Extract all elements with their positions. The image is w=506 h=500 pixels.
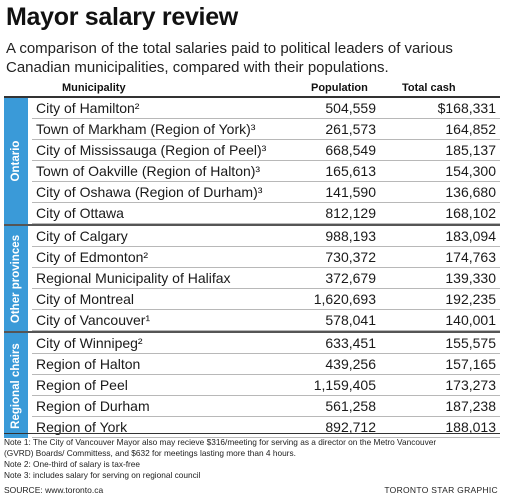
population-cell: 1,159,405 [313,377,376,393]
population-cell: 1,620,693 [313,291,376,307]
population-cell: 372,679 [325,270,376,286]
table-row: City of Vancouver¹ 578,041 140,001 [32,310,500,331]
population-cell: 165,613 [325,163,376,179]
table-row: City of Mississauga (Region of Peel)³ 668… [32,140,500,161]
municipality-cell: Regional Municipality of Halifax [36,270,231,286]
total-cash-cell: 154,300 [445,163,496,179]
total-cash-cell: 185,137 [445,142,496,158]
table-row: City of Oshawa (Region of Durham)³ 141,59… [32,182,500,203]
total-cash-cell: 192,235 [445,291,496,307]
population-cell: 561,258 [325,398,376,414]
table-row: City of Hamilton² 504,559 $168,331 [32,98,500,119]
population-cell: 578,041 [325,312,376,328]
municipality-cell: Town of Markham (Region of York)³ [36,121,256,137]
table-row: Region of Halton 439,256 157,165 [32,354,500,375]
population-cell: 261,573 [325,121,376,137]
municipality-cell: Region of Halton [36,356,141,372]
total-cash-cell: 174,763 [445,249,496,265]
total-cash-cell: 157,165 [445,356,496,372]
footnote-line: Note 2: One-third of salary is tax-free [4,459,141,469]
table-row: Town of Oakville (Region of Halton)³ 165,… [32,161,500,182]
population-cell: 633,451 [325,335,376,351]
group-label-bar: Ontario [4,98,28,224]
table-row: City of Montreal 1,620,693 192,235 [32,289,500,310]
group-label: Other provinces [10,234,22,323]
total-cash-cell: $168,331 [437,100,496,116]
group-separator [4,224,500,226]
table-row: City of Ottawa 812,129 168,102 [32,203,500,224]
footnotes: Note 1: The City of Vancouver Mayor also… [4,437,502,481]
footnote-line: (GVRD) Boards/ Committess, and $632 for … [4,448,296,458]
municipality-cell: Region of York [36,419,128,435]
population-cell: 812,129 [325,205,376,221]
municipality-cell: City of Ottawa [36,205,124,221]
total-cash-cell: 140,001 [445,312,496,328]
group-label-bar: Other provinces [4,226,28,331]
table-row: City of Calgary 988,193 183,094 [32,226,500,247]
table-row: Region of Durham 561,258 187,238 [32,396,500,417]
population-cell: 730,372 [325,249,376,265]
column-header-population: Population [311,82,368,94]
municipality-cell: City of Winnipeg² [36,335,143,351]
total-cash-cell: 164,852 [445,121,496,137]
municipality-cell: City of Oshawa (Region of Durham)³ [36,184,263,200]
population-cell: 141,590 [325,184,376,200]
total-cash-cell: 155,575 [445,335,496,351]
population-cell: 892,712 [325,419,376,435]
table-bottom-rule [4,433,500,434]
footnote-line: Note 1: The City of Vancouver Mayor also… [4,437,437,447]
total-cash-cell: 168,102 [445,205,496,221]
population-cell: 668,549 [325,142,376,158]
municipality-cell: City of Hamilton² [36,100,140,116]
table-row: Town of Markham (Region of York)³ 261,573… [32,119,500,140]
total-cash-cell: 136,680 [445,184,496,200]
table-row: City of Winnipeg² 633,451 155,575 [32,333,500,354]
chart-title: Mayor salary review [6,3,238,31]
municipality-cell: Town of Oakville (Region of Halton)³ [36,163,261,179]
group-label: Ontario [10,140,22,182]
total-cash-cell: 173,273 [445,377,496,393]
total-cash-cell: 188,013 [445,419,496,435]
total-cash-cell: 139,330 [445,270,496,286]
column-header-municipality: Municipality [62,82,126,94]
municipality-cell: City of Montreal [36,291,135,307]
column-header-total-cash: Total cash [402,82,456,94]
municipality-cell: Region of Peel [36,377,128,393]
table-top-rule [4,96,500,98]
table-row: Region of York 892,712 188,013 [32,417,500,438]
municipality-cell: City of Mississauga (Region of Peel)³ [36,142,267,158]
source-credit: SOURCE: www.toronto.ca [4,485,104,495]
table-row: Regional Municipality of Halifax 372,679 1… [32,268,500,289]
population-cell: 988,193 [325,228,376,244]
municipality-cell: City of Calgary [36,228,128,244]
municipality-cell: Region of Durham [36,398,150,414]
group-label-bar: Regional chairs [4,333,28,438]
population-cell: 439,256 [325,356,376,372]
total-cash-cell: 183,094 [445,228,496,244]
group-label: Regional chairs [10,342,22,429]
municipality-cell: City of Edmonton² [36,249,149,265]
graphic-credit: TORONTO STAR GRAPHIC [384,485,498,495]
table-row: City of Edmonton² 730,372 174,763 [32,247,500,268]
table-row: Region of Peel 1,159,405 173,273 [32,375,500,396]
population-cell: 504,559 [325,100,376,116]
chart-subtitle: A comparison of the total salaries paid … [6,40,453,76]
municipality-cell: City of Vancouver¹ [36,312,151,328]
group-separator [4,331,500,333]
total-cash-cell: 187,238 [445,398,496,414]
footnote-line: Note 3: includes salary for serving on r… [4,470,201,480]
